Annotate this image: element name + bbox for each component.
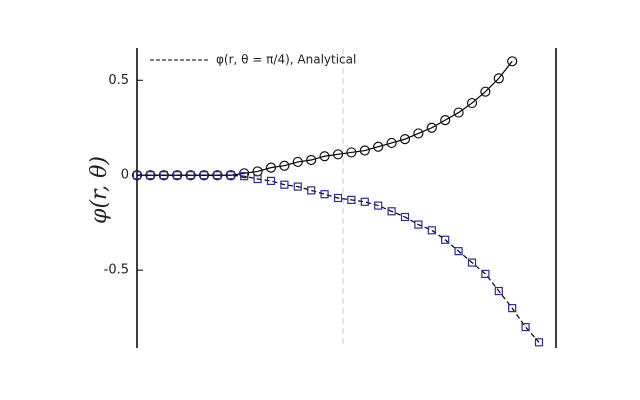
marker bbox=[158, 170, 169, 181]
marker bbox=[374, 201, 383, 210]
y-tick-label: 0.5 bbox=[108, 73, 129, 88]
marker bbox=[414, 220, 423, 229]
marker bbox=[387, 207, 396, 216]
marker bbox=[226, 171, 235, 180]
marker bbox=[360, 197, 369, 206]
marker bbox=[480, 86, 491, 97]
marker bbox=[186, 171, 195, 180]
marker bbox=[386, 137, 397, 149]
marker bbox=[253, 174, 262, 184]
legend: φ(r, θ = π/4), Analytical bbox=[150, 53, 356, 67]
marker bbox=[198, 170, 210, 181]
marker bbox=[319, 151, 330, 162]
marker bbox=[493, 73, 504, 84]
marker bbox=[454, 247, 463, 256]
marker bbox=[265, 162, 277, 173]
marker bbox=[466, 97, 478, 109]
marker bbox=[400, 212, 410, 222]
marker bbox=[132, 171, 142, 180]
series-line bbox=[137, 60, 513, 176]
marker bbox=[240, 172, 249, 181]
y-tick-label: -0.5 bbox=[104, 263, 129, 278]
marker bbox=[521, 323, 530, 332]
marker bbox=[173, 171, 182, 180]
marker bbox=[332, 149, 344, 160]
y-axis-label: φ(r, θ) bbox=[87, 156, 112, 224]
marker bbox=[507, 56, 518, 67]
marker bbox=[292, 156, 303, 168]
marker bbox=[347, 195, 356, 204]
marker bbox=[346, 147, 357, 158]
marker bbox=[413, 128, 424, 139]
marker bbox=[441, 235, 450, 244]
marker bbox=[320, 190, 329, 199]
legend-text: φ(r, θ = π/4), Analytical bbox=[216, 53, 356, 67]
marker bbox=[307, 186, 316, 195]
marker bbox=[159, 171, 168, 180]
marker bbox=[508, 304, 517, 313]
marker bbox=[279, 160, 290, 171]
series-line bbox=[137, 174, 540, 343]
marker bbox=[426, 122, 437, 133]
marker bbox=[399, 134, 411, 145]
marker bbox=[373, 141, 384, 152]
marker bbox=[494, 286, 503, 296]
marker bbox=[534, 338, 544, 347]
marker bbox=[146, 171, 155, 180]
marker bbox=[427, 226, 436, 235]
marker bbox=[280, 180, 289, 189]
marker bbox=[467, 258, 477, 267]
marker bbox=[333, 193, 343, 203]
y-tick-label: 0 bbox=[121, 168, 129, 183]
marker bbox=[293, 182, 302, 191]
marker bbox=[440, 115, 451, 126]
marker bbox=[453, 107, 464, 118]
marker bbox=[266, 176, 276, 186]
marker bbox=[239, 168, 250, 179]
marker bbox=[199, 171, 209, 180]
marker bbox=[213, 171, 222, 180]
marker bbox=[306, 154, 317, 166]
marker bbox=[359, 145, 370, 156]
marker bbox=[481, 269, 490, 279]
